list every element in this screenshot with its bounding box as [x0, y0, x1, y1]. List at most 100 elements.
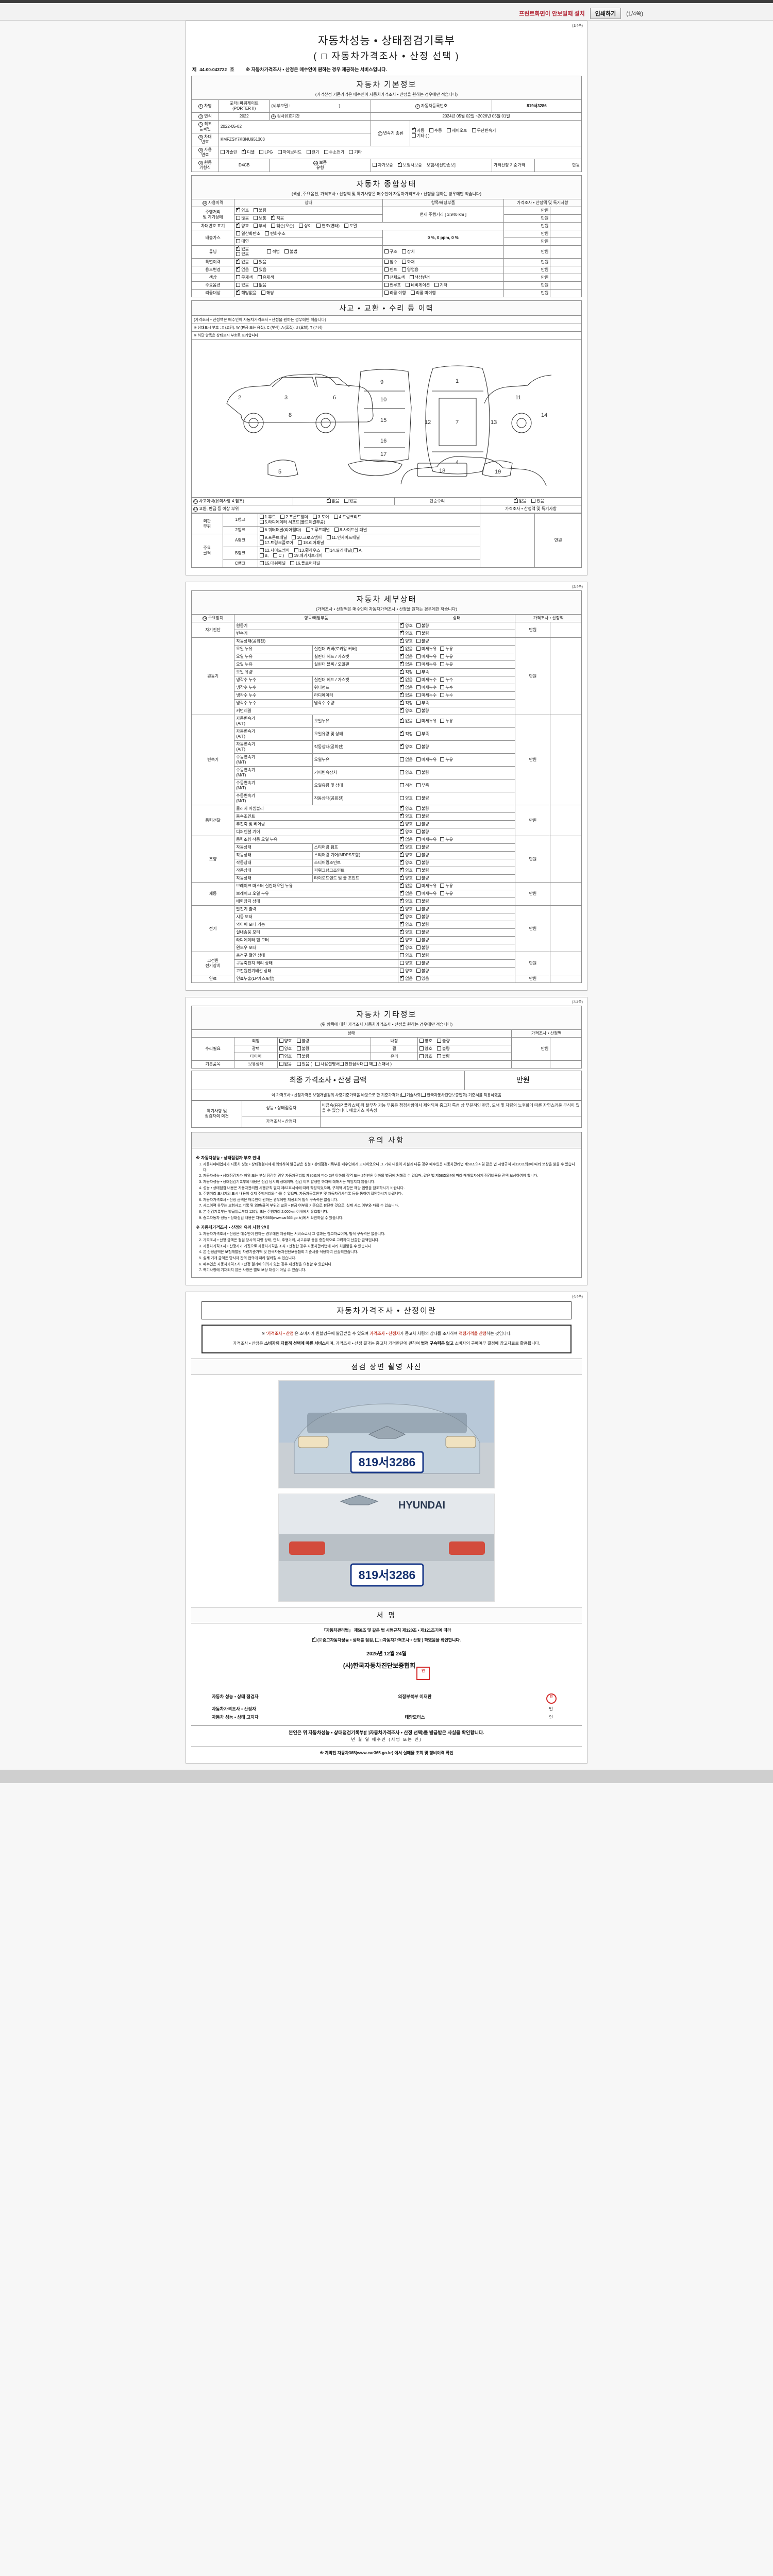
- checkbox-mileage-bad[interactable]: [254, 208, 258, 212]
- opt-누유[interactable]: 누유: [440, 719, 453, 724]
- checkbox-mileage-many[interactable]: [236, 216, 241, 220]
- checkbox-semiauto[interactable]: [446, 128, 451, 132]
- opt-없음[interactable]: 없음: [400, 890, 413, 896]
- opt-recall-done[interactable]: 리콜 이행: [384, 291, 406, 296]
- opt-적정[interactable]: 적정: [400, 668, 413, 675]
- opt-누유[interactable]: 누유: [440, 647, 453, 652]
- checkbox-lpg[interactable]: [259, 150, 264, 154]
- opt-interior-bad[interactable]: 불량: [437, 1039, 450, 1044]
- checkbox-usechange-none[interactable]: [236, 266, 241, 272]
- checkbox-양호[interactable]: [400, 770, 405, 774]
- opt-없음[interactable]: 없음: [400, 691, 413, 698]
- opt-hold-none[interactable]: 없음: [279, 1062, 292, 1067]
- checkbox-gasoline[interactable]: [220, 150, 225, 154]
- opt-accident-yes[interactable]: 있음: [344, 499, 357, 504]
- opt-options-no[interactable]: 없음: [254, 283, 266, 288]
- opt-불량[interactable]: 불량: [416, 806, 429, 811]
- opt-exterior-bad[interactable]: 불량: [296, 1039, 309, 1044]
- opt-불량[interactable]: 불량: [416, 930, 429, 935]
- trans-options[interactable]: 자동 수동 세미오토 무단변속기 기타 ( ): [409, 120, 582, 146]
- checkbox-price-eval[interactable]: [375, 1637, 379, 1642]
- opt-양호[interactable]: 양호: [400, 805, 413, 811]
- checkbox-pillar-b[interactable]: [259, 553, 264, 557]
- opt-불량[interactable]: 불량: [416, 907, 429, 912]
- checkbox-part-3[interactable]: [313, 515, 317, 519]
- checkbox-hc[interactable]: [265, 231, 270, 235]
- checkbox-performance-check[interactable]: [312, 1636, 316, 1642]
- opt-부족[interactable]: 부족: [416, 670, 429, 675]
- opt-부족[interactable]: 부족: [416, 701, 429, 706]
- checkbox-없음[interactable]: [400, 836, 405, 841]
- opt-미세누수[interactable]: 미세누수: [416, 685, 436, 690]
- checkbox-양호[interactable]: [400, 637, 405, 643]
- checkbox-미세누유[interactable]: [416, 647, 421, 651]
- fuel-opt-diesel[interactable]: 디젤: [242, 148, 255, 155]
- opt-fire[interactable]: 화재: [401, 260, 415, 265]
- checkbox-부족[interactable]: [416, 701, 421, 705]
- checkbox-part-8[interactable]: [334, 528, 339, 532]
- opt-part-8[interactable]: 8.사이드실 패널: [334, 528, 367, 533]
- checkbox-누수[interactable]: [440, 677, 445, 682]
- checkbox-없음[interactable]: [400, 890, 405, 895]
- opt-불량[interactable]: 불량: [416, 744, 429, 750]
- checkbox-spanner[interactable]: [373, 1062, 377, 1066]
- checkbox-없음[interactable]: [400, 660, 405, 666]
- opt-part-11[interactable]: 11.인사이드패널: [326, 535, 360, 540]
- opt-special-none[interactable]: 없음: [236, 258, 249, 265]
- opt-누수[interactable]: 누수: [440, 677, 453, 683]
- checkbox-part-18[interactable]: [298, 540, 303, 545]
- checkbox-불량[interactable]: [416, 899, 421, 903]
- checkbox-manual[interactable]: [429, 128, 433, 132]
- checkbox-polish-good[interactable]: [279, 1046, 283, 1050]
- checkbox-미세누수[interactable]: [416, 677, 421, 682]
- checkbox-불량[interactable]: [416, 930, 421, 934]
- checkbox-누유[interactable]: [440, 662, 445, 666]
- opt-누유[interactable]: 누유: [440, 891, 453, 896]
- checkbox-rent[interactable]: [384, 267, 389, 272]
- rank-a-items[interactable]: 9.프론트패널 10.크로스멤버 11.인사이드패널 17.트렁크플로어 18.…: [257, 534, 481, 547]
- checkbox-불량[interactable]: [416, 969, 421, 973]
- checkbox-양호[interactable]: [400, 859, 405, 865]
- checkbox-recall-done[interactable]: [384, 291, 389, 295]
- opt-미세누유[interactable]: 미세누유: [416, 891, 436, 896]
- checkbox-불량[interactable]: [416, 853, 421, 857]
- checkbox-양호[interactable]: [400, 828, 405, 834]
- checkbox-glass-bad[interactable]: [437, 1054, 441, 1058]
- checkbox-trans-other[interactable]: [411, 133, 416, 138]
- opt-없음[interactable]: 없음: [400, 676, 413, 683]
- checkbox-diesel[interactable]: [242, 148, 246, 154]
- opt-navigation[interactable]: 네비게이션: [406, 283, 430, 288]
- checkbox-불량[interactable]: [416, 938, 421, 942]
- opt-part-9[interactable]: 9.프론트패널: [259, 535, 287, 540]
- checkbox-양호[interactable]: [400, 812, 405, 818]
- checkbox-insurer-warranty[interactable]: [397, 161, 402, 167]
- tuning-opts[interactable]: 없음 있음 적법 불법: [234, 245, 383, 259]
- checkbox-vin-different[interactable]: [299, 224, 304, 228]
- checkbox-불량[interactable]: [416, 953, 421, 957]
- checkbox-불량[interactable]: [416, 860, 421, 865]
- opt-flood[interactable]: 침수: [384, 260, 397, 265]
- checkbox-미세누유[interactable]: [416, 654, 421, 658]
- opt-part-1[interactable]: 1.후드: [259, 515, 276, 520]
- checkbox-vin-corroded[interactable]: [254, 224, 258, 228]
- opt-exterior-good[interactable]: 양호: [279, 1039, 292, 1044]
- opt-part-6[interactable]: 6.쿼터패널(리어휀다): [259, 528, 301, 533]
- checkbox-mileage-few[interactable]: [271, 214, 276, 220]
- checkbox-self-warranty[interactable]: [373, 163, 377, 167]
- checkbox-누수[interactable]: [440, 685, 445, 689]
- checkbox-양호[interactable]: [400, 743, 405, 749]
- opt-미세누유[interactable]: 미세누유: [416, 757, 436, 762]
- checkbox-accident-none[interactable]: [326, 497, 331, 503]
- checkbox-flood[interactable]: [384, 260, 389, 264]
- checkbox-불량[interactable]: [416, 845, 421, 849]
- recall-items[interactable]: 리콜 이행 리콜 미이행: [382, 289, 504, 297]
- opt-누유[interactable]: 누유: [440, 662, 453, 667]
- opt-simple-none[interactable]: 없음: [514, 497, 527, 504]
- checkbox-양호[interactable]: [400, 969, 405, 973]
- opt-tire-good[interactable]: 양호: [279, 1054, 292, 1059]
